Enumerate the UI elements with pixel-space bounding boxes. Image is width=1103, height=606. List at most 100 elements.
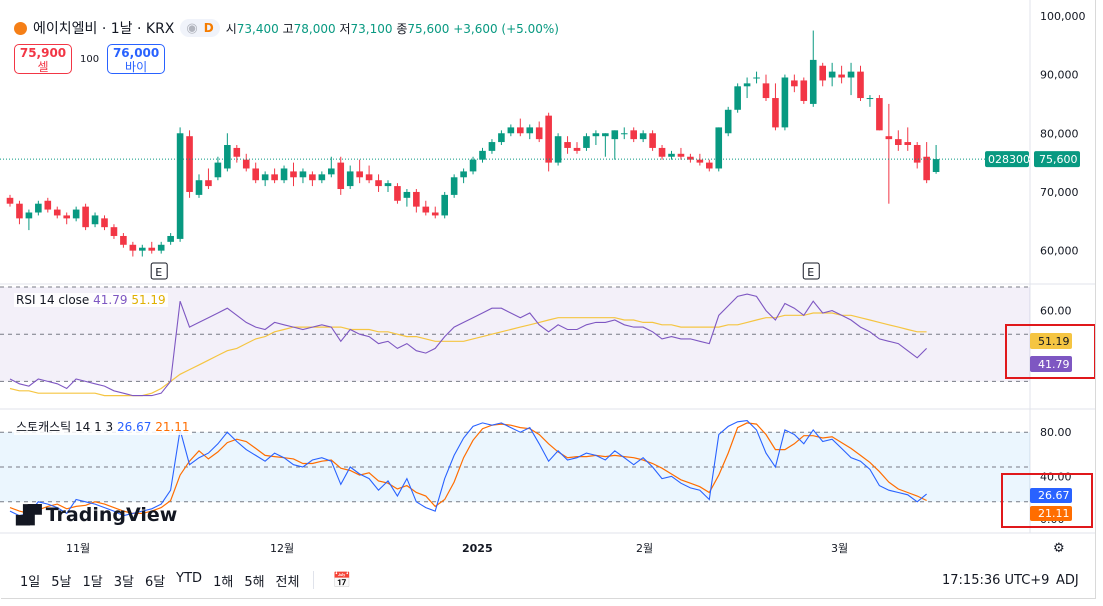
symbol-code-label: 028300 — [988, 153, 1030, 166]
candle-body — [696, 159, 704, 163]
candle-body — [450, 177, 458, 195]
candle-body — [895, 139, 902, 145]
rsi-ma-value-tag — [1030, 333, 1072, 349]
candle-body — [6, 197, 14, 204]
candle-body — [233, 147, 241, 157]
candle-body — [242, 159, 250, 169]
candle-body — [762, 83, 770, 99]
timeframe-5d[interactable]: 5날 — [51, 574, 72, 590]
candle-body — [753, 77, 760, 79]
toolbar-divider — [313, 571, 315, 589]
candle-body — [583, 136, 590, 148]
stoch-d-value-tag — [1030, 506, 1072, 521]
clock-readout[interactable]: 17:15:36 UTC+9 — [942, 572, 1050, 588]
candle-body — [554, 136, 562, 163]
time-tick-label: 2025 — [462, 542, 493, 555]
candle-body — [687, 156, 694, 160]
sell-button[interactable]: 75,900 셀 — [14, 44, 72, 74]
rsi-ma-value-label: 51.19 — [1038, 335, 1070, 348]
candle-body — [772, 98, 779, 128]
candle-body — [186, 136, 193, 192]
earnings-marker — [150, 262, 168, 280]
candle-body — [375, 180, 382, 187]
company-logo-icon — [14, 21, 27, 35]
candle-body — [611, 130, 619, 140]
candle-body — [63, 215, 70, 219]
candle-body — [564, 142, 571, 148]
symbol-header: 에이치엘비 · 1날 · KRX ◉ D 시73,400 고78,000 저73… — [14, 18, 559, 38]
close-label: 종 — [396, 21, 408, 36]
delay-badge: D — [203, 21, 214, 35]
candle-body — [488, 142, 496, 151]
price-tick-label: 100,000 — [1040, 10, 1086, 23]
current-price-label: 75,600 — [1039, 153, 1078, 166]
time-tick-label: 2월 — [636, 542, 653, 555]
status-pill[interactable]: ◉ D — [180, 19, 220, 37]
buy-price: 76,000 — [112, 46, 160, 60]
time-tick-label: 11월 — [66, 542, 90, 555]
candle-body — [460, 171, 467, 178]
timeframe-all[interactable]: 전체 — [275, 574, 300, 590]
candle-body — [781, 77, 789, 128]
candle-body — [876, 98, 883, 131]
close-value: 75,600 — [407, 21, 450, 36]
candle-body — [724, 109, 732, 134]
sell-label: 셀 — [37, 60, 49, 74]
candle-body — [365, 174, 373, 181]
candle-body — [545, 115, 552, 163]
adj-toggle[interactable]: ADJ — [1056, 572, 1079, 588]
candle-body — [271, 174, 278, 181]
candle-body — [904, 142, 912, 145]
change-value: +3,600 (+5.00%) — [453, 21, 559, 36]
earnings-marker — [802, 262, 820, 280]
time-tick-label: 12월 — [270, 542, 294, 555]
candle-body — [838, 74, 845, 78]
candle-body — [639, 133, 647, 140]
timeframe-5y[interactable]: 5해 — [244, 574, 265, 590]
open-value: 73,400 — [236, 21, 279, 36]
candle-body — [668, 153, 675, 157]
price-tick-label: 70,000 — [1040, 186, 1079, 199]
stoch-k-value-label: 26.67 — [1038, 489, 1070, 502]
timeframe-1m[interactable]: 1달 — [82, 574, 103, 590]
timeframe-3m[interactable]: 3달 — [113, 574, 134, 590]
tradingview-logo[interactable]: ▟▛ TradingView — [16, 504, 177, 526]
candle-body — [630, 130, 637, 140]
low-value: 73,100 — [350, 21, 393, 36]
symbol-code-tag — [985, 151, 1029, 168]
rsi-legend[interactable]: RSI 14 close 41.79 51.19 — [14, 293, 168, 307]
timeframe-1y[interactable]: 1해 — [213, 574, 234, 590]
candle-body — [706, 162, 713, 169]
candle-body — [72, 209, 80, 219]
candle-body — [309, 174, 316, 181]
timeframe-6m[interactable]: 6달 — [144, 574, 166, 590]
earnings-marker-label: E — [807, 266, 814, 279]
candle-body — [157, 244, 165, 251]
candle-body — [469, 159, 477, 172]
candle-body — [866, 98, 874, 100]
candle-body — [25, 212, 33, 219]
tradingview-mark-icon: ▟▛ — [16, 504, 42, 526]
timeframe-ytd[interactable]: YTD — [176, 570, 203, 586]
candle-body — [526, 127, 534, 134]
stoch-legend[interactable]: 스토캐스틱 14 1 3 26.67 21.11 — [14, 418, 192, 435]
symbol-title[interactable]: 에이치엘비 · 1날 · KRX — [33, 21, 175, 37]
logo-text: TradingView — [45, 504, 178, 526]
stoch-d-line — [9, 422, 927, 515]
settings-gear-icon[interactable]: ⚙ — [1053, 541, 1065, 556]
candle-body — [148, 247, 156, 251]
buy-button[interactable]: 76,000 바이 — [107, 44, 166, 74]
candle-body — [16, 203, 23, 219]
candle-body — [318, 174, 326, 181]
time-tick-label: 3월 — [831, 542, 848, 555]
candle-body — [431, 212, 439, 216]
calendar-range-icon[interactable]: 📅 — [332, 571, 352, 589]
rsi-line — [9, 293, 927, 397]
candle-body — [299, 171, 307, 178]
earnings-marker-label: E — [155, 266, 162, 279]
candle-body — [535, 127, 543, 140]
spread-value: 100 — [80, 53, 100, 65]
candle-body — [346, 171, 354, 187]
timeframe-1d[interactable]: 1일 — [20, 574, 41, 590]
candle-body — [290, 171, 297, 178]
